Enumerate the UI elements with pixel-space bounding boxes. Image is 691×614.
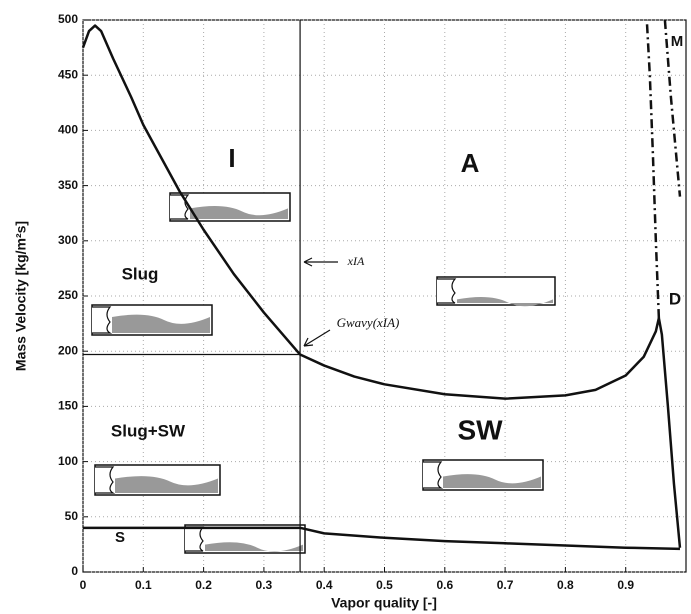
x-tick-label: 0.9	[617, 578, 634, 592]
y-tick-label: 200	[58, 343, 78, 357]
y-tick-label: 100	[58, 454, 78, 468]
arrow	[303, 257, 338, 267]
pipe-icon	[94, 464, 221, 496]
pipe-icon	[91, 304, 213, 336]
y-tick-label: 0	[71, 564, 78, 578]
pipe-icon	[422, 459, 544, 491]
x-tick-label: 0.5	[376, 578, 393, 592]
y-tick-label: 350	[58, 178, 78, 192]
boundary-line	[645, 19, 661, 319]
boundary-line	[81, 24, 682, 548]
pipe-cap	[437, 278, 457, 304]
x-tick-label: 0.7	[497, 578, 514, 592]
arrow	[303, 329, 331, 347]
pipe-cap	[170, 194, 190, 220]
region-label: Slug	[122, 264, 159, 283]
region-label: M	[671, 33, 684, 50]
region-label: Gwavy(xIA)	[337, 315, 400, 330]
x-axis-label: Vapor quality [-]	[331, 595, 437, 611]
boundary-line	[663, 19, 682, 197]
region-label: SW	[457, 414, 503, 445]
y-tick-label: 500	[58, 12, 78, 26]
pipe-liquid	[205, 542, 303, 552]
pipe-liquid	[457, 297, 553, 307]
pipe-cap	[185, 526, 205, 552]
x-tick-label: 0.1	[135, 578, 152, 592]
pipe-cap	[423, 461, 444, 489]
x-tick-label: 0.2	[195, 578, 212, 592]
region-label: I	[228, 143, 235, 173]
x-tick-label: 0.3	[256, 578, 273, 592]
y-tick-label: 50	[65, 509, 79, 523]
x-tick-label: 0.4	[316, 578, 333, 592]
pipe-cap	[95, 466, 116, 494]
y-tick-label: 450	[58, 67, 78, 81]
region-label: xIA	[347, 254, 365, 268]
x-tick-label: 0.6	[436, 578, 453, 592]
pipe-liquid	[112, 314, 210, 333]
pipe-icon	[184, 524, 306, 554]
region-label: D	[669, 289, 681, 308]
pipe-icon	[436, 276, 556, 307]
pipe-cap	[92, 306, 113, 334]
boundary-line	[83, 526, 680, 551]
pipe-liquid	[115, 476, 218, 493]
x-tick-label: 0	[80, 578, 87, 592]
y-tick-label: 300	[58, 233, 78, 247]
pipe-liquid	[190, 206, 288, 219]
region-label: S	[115, 529, 125, 546]
y-tick-label: 150	[58, 399, 78, 413]
region-label: A	[461, 148, 480, 178]
region-label: Slug+SW	[111, 421, 186, 440]
y-axis-label: Mass Velocity [kg/m²s]	[13, 221, 29, 371]
y-tick-label: 400	[58, 123, 78, 137]
y-tick-label: 250	[58, 288, 78, 302]
x-tick-label: 0.8	[557, 578, 574, 592]
pipe-liquid	[443, 474, 541, 488]
